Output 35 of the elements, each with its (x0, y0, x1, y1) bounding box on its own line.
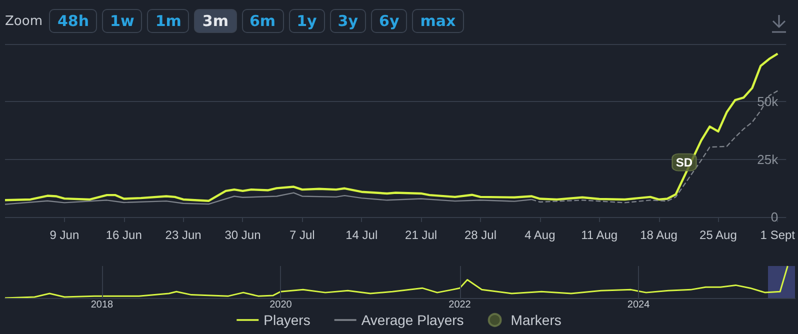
x-tick-label: 2020 (270, 300, 292, 310)
text: 3y (330, 9, 366, 33)
annotation: SD (676, 155, 693, 170)
x-tick-label: 11 Aug (581, 228, 618, 242)
x-tick-label: 21 Jul (405, 228, 438, 242)
x-tick-label: 2022 (448, 300, 472, 310)
x-tick-label: 4 Aug (524, 228, 556, 242)
legend-label: Average Players (361, 312, 464, 328)
y-tick-label: 50k (757, 94, 779, 110)
x-tick-label: 28 Jul (464, 228, 496, 242)
text: Zoom (5, 14, 42, 28)
y-tick-label: 0 (770, 210, 778, 224)
text: 48h (49, 9, 98, 33)
text: 6m (242, 9, 284, 33)
x-tick-label: 1 Sept (760, 228, 796, 242)
text: 1m (147, 9, 190, 33)
line-series (4, 52, 779, 202)
text: 1w (102, 9, 142, 33)
x-tick-label: 23 Jun (165, 228, 202, 242)
x-tick-label: 18 Aug (640, 228, 678, 242)
x-tick-label: 2024 (627, 300, 650, 310)
x-tick-label: 16 Jun (106, 228, 142, 242)
x-tick-label: 14 Jul (346, 228, 378, 242)
x-tick-label: 30 Jun (224, 228, 261, 242)
text: max (412, 9, 464, 33)
text: 6y (371, 9, 408, 33)
x-tick-label: 7 Jul (289, 228, 315, 242)
x-tick-label: 9 Jun (50, 228, 80, 242)
text: 3m (194, 9, 236, 33)
legend-label: Markers (510, 312, 562, 328)
x-tick-label: 25 Aug (700, 228, 737, 242)
x-tick-label: 2018 (90, 300, 114, 310)
legend-label: Players (264, 312, 310, 328)
y-tick-label: 25k (757, 152, 779, 167)
text: 1y (288, 9, 325, 33)
